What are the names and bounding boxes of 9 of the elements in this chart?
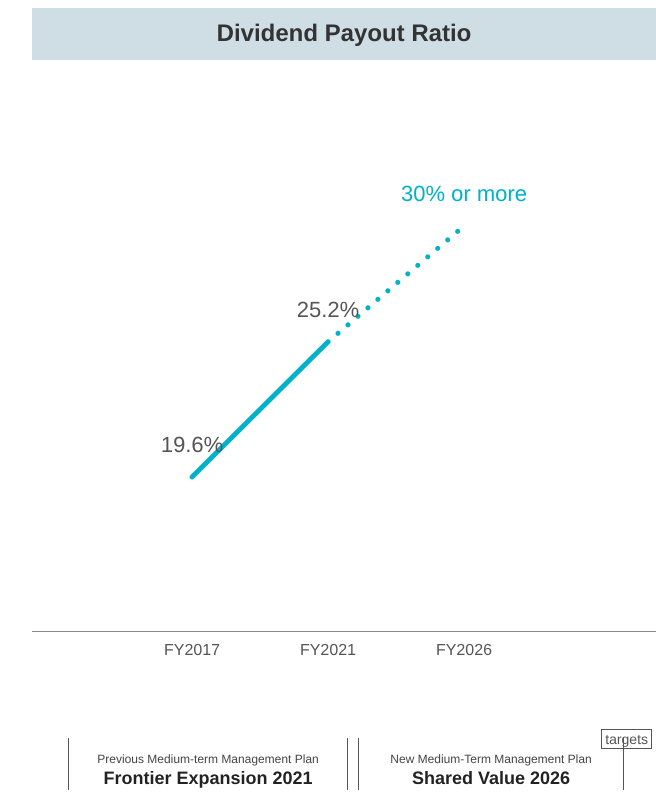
data-label: 25.2% xyxy=(296,296,360,322)
data-label: 19.6% xyxy=(160,432,224,458)
x-tick-label: FY2026 xyxy=(436,642,492,660)
x-tick-label: FY2021 xyxy=(300,642,356,660)
chart-title: Dividend Payout Ratio xyxy=(32,8,656,60)
plan-bracket: Previous Medium-term Management Plan Frontier Expansion 2021 xyxy=(68,738,348,790)
data-label: 30% or more xyxy=(401,181,527,206)
x-tick-label: FY2017 xyxy=(164,642,220,660)
text: targets xyxy=(601,729,652,749)
